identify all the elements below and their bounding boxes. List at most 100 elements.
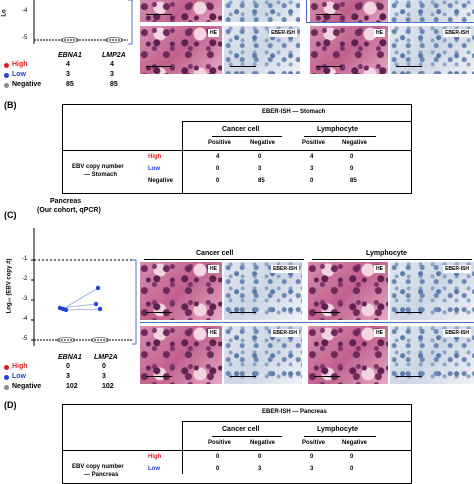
group-bracket [140, 322, 474, 323]
legend-label: Negative [12, 383, 42, 390]
ish-tile: EBER-ISH [224, 262, 302, 320]
panel-letter: (B) [4, 100, 17, 110]
he-tile: HE [140, 262, 222, 320]
row-category: High [148, 154, 162, 160]
he-tile: HE [140, 26, 222, 74]
subcol-header: Positive [208, 440, 232, 446]
row-label: — Stomach [84, 172, 118, 178]
row-category: Negative [148, 178, 174, 184]
gene-label: EBNA1 [58, 52, 82, 59]
legend-count: 4 [110, 61, 114, 68]
legend-count: 3 [66, 373, 70, 380]
ish-tile: EBER-ISH [224, 26, 300, 74]
legend-dot [4, 375, 9, 380]
group-header: Cancer cell [222, 426, 260, 433]
table-cell: 0 [310, 454, 314, 460]
group-header: Cancer cell [196, 250, 234, 257]
group-header: Lymphocyte [317, 426, 358, 433]
group-bracket [306, 22, 474, 23]
ish-tile: EBER-ISH [390, 26, 474, 74]
tile-tag: EBER-ISH [269, 29, 297, 37]
y-tick: -5 [22, 336, 28, 342]
tile-tag: EBER-ISH [443, 29, 471, 37]
y-tick: -4 [22, 316, 28, 322]
legend-label: Negative [12, 81, 42, 88]
legend-label: Low [12, 71, 26, 78]
he-tile [140, 0, 222, 22]
ish-tile: EBER-ISH [390, 262, 474, 320]
tile-tag: HE [374, 329, 385, 337]
panel-c-plot [31, 228, 137, 346]
subcol-header: Positive [302, 440, 326, 446]
tile-tag: HE [208, 265, 219, 273]
panel-a-plot [33, 0, 133, 45]
legend-count: 3 [66, 71, 70, 78]
tile-tag: HE [208, 29, 219, 37]
legend-label: High [12, 61, 28, 68]
table-cell: 85 [258, 178, 265, 184]
row-label: EBV copy number [72, 164, 124, 170]
table-cell: 4 [216, 154, 220, 160]
he-tile [310, 0, 388, 22]
y-axis-label: Log₁₀ (EBV copy #) [6, 258, 13, 314]
y-tick: -1 [22, 256, 28, 262]
legend-dot [4, 73, 9, 78]
table-cell: 4 [310, 154, 314, 160]
table-cell: 3 [258, 466, 262, 472]
legend-count: 4 [66, 61, 70, 68]
group-header: Lymphocyte [317, 126, 358, 133]
tile-tag: EBER-ISH [271, 265, 299, 273]
legend-count: 0 [102, 363, 106, 370]
table-cell: 3 [310, 466, 314, 472]
table-header: EBER-ISH — Stomach [262, 109, 326, 115]
he-tile: HE [310, 26, 388, 74]
row-category: High [148, 454, 162, 460]
table-cell: 0 [216, 166, 220, 172]
table-cell: 85 [350, 178, 357, 184]
ish-tile [224, 0, 300, 22]
he-tile: HE [308, 262, 388, 320]
tile-tag: HE [374, 265, 385, 273]
table-stomach-box [62, 104, 412, 194]
gene-label: LMP2A [102, 52, 126, 59]
subcol-header: Negative [342, 440, 368, 446]
tile-tag: EBER-ISH [443, 329, 471, 337]
legend-count: 102 [66, 383, 78, 390]
table-header: EBER-ISH — Pancreas [262, 409, 327, 415]
row-category: Low [148, 166, 160, 172]
y-tick: -2 [22, 276, 28, 282]
legend-dot [4, 63, 9, 68]
legend-dot [4, 365, 9, 370]
table-cell: 0 [216, 466, 220, 472]
table-cell: 0 [350, 466, 354, 472]
ish-tile [390, 0, 474, 22]
legend-count: 3 [102, 373, 106, 380]
ish-tile: EBER-ISH [224, 326, 302, 384]
table-cell: 0 [258, 154, 262, 160]
group-header: Lymphocyte [366, 250, 407, 257]
plot-title: Pancreas [50, 198, 82, 205]
table-cell: 3 [258, 166, 262, 172]
gene-label: EBNA1 [58, 354, 82, 361]
tile-tag: HE [208, 329, 219, 337]
legend-count: 3 [110, 71, 114, 78]
legend-count: 0 [66, 363, 70, 370]
plot-title: (Our cohort, qPCR) [37, 207, 101, 214]
group-bracket [306, 0, 307, 22]
subcol-header: Negative [250, 140, 276, 146]
table-cell: 0 [350, 166, 354, 172]
ish-tile: EBER-ISH [390, 326, 474, 384]
panel-a: Lo -4 -5 EBNA1 LMP2A High 4 4 Low 3 3 Negative… [0, 0, 474, 100]
he-tile: HE [308, 326, 388, 384]
he-tile: HE [140, 326, 222, 384]
subcol-header: Positive [208, 140, 232, 146]
row-category: Low [148, 466, 160, 472]
legend-label: Low [12, 373, 26, 380]
legend-count: 102 [102, 383, 114, 390]
table-cell: 0 [216, 454, 220, 460]
table-cell: 3 [310, 166, 314, 172]
group-header: Cancer cell [222, 126, 260, 133]
table-cell: 0 [350, 154, 354, 160]
panel-letter: (C) [4, 210, 17, 220]
legend-count: 85 [110, 81, 118, 88]
